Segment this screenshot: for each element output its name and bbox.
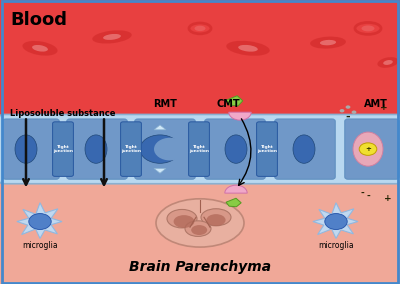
Circle shape [140,135,180,163]
Ellipse shape [103,34,121,40]
Text: RMT: RMT [153,99,177,109]
Polygon shape [0,0,400,159]
Ellipse shape [353,132,383,166]
Circle shape [340,109,344,112]
Ellipse shape [22,41,58,56]
Ellipse shape [185,221,211,236]
Ellipse shape [32,45,48,52]
FancyBboxPatch shape [135,119,195,179]
Text: CMT: CMT [216,99,240,109]
Text: +: + [365,146,371,152]
FancyBboxPatch shape [345,119,399,179]
Wedge shape [229,112,251,120]
Ellipse shape [225,135,247,163]
Ellipse shape [226,41,270,56]
Text: Tight
junction: Tight junction [53,145,73,153]
FancyBboxPatch shape [257,122,278,176]
Text: -: - [346,111,350,122]
Ellipse shape [85,135,107,163]
Ellipse shape [201,209,231,226]
Polygon shape [0,159,400,284]
FancyBboxPatch shape [0,114,400,184]
FancyBboxPatch shape [205,119,265,179]
Polygon shape [17,203,62,238]
Circle shape [359,143,377,155]
Text: Brain Parenchyma: Brain Parenchyma [129,260,271,274]
Ellipse shape [206,214,226,226]
Ellipse shape [194,26,206,31]
Circle shape [154,138,186,160]
Polygon shape [154,168,166,173]
Polygon shape [154,125,166,130]
Text: Tight
junction: Tight junction [257,145,277,153]
Text: +: + [384,194,392,203]
Text: Blood: Blood [10,11,67,29]
Circle shape [352,110,356,114]
Ellipse shape [15,135,37,163]
Wedge shape [225,185,247,193]
Text: Tight
junction: Tight junction [121,145,141,153]
Text: microglia: microglia [318,241,354,250]
Ellipse shape [156,199,244,247]
Text: +: + [380,103,388,112]
FancyBboxPatch shape [275,119,335,179]
FancyBboxPatch shape [53,122,74,176]
Text: -: - [366,191,370,201]
Ellipse shape [167,209,197,228]
Circle shape [346,105,350,109]
Circle shape [29,214,51,229]
Ellipse shape [191,225,207,235]
Ellipse shape [362,26,374,32]
Text: -: - [360,189,364,198]
Ellipse shape [238,45,258,52]
Ellipse shape [320,40,336,45]
Text: Tight
junction: Tight junction [189,145,209,153]
Ellipse shape [377,57,399,68]
FancyBboxPatch shape [121,122,142,176]
Ellipse shape [92,30,132,43]
Polygon shape [226,198,241,207]
Ellipse shape [383,60,393,65]
Ellipse shape [310,37,346,49]
FancyBboxPatch shape [3,119,59,179]
Text: AMT: AMT [364,99,388,109]
Ellipse shape [293,135,315,163]
FancyBboxPatch shape [189,122,210,176]
Polygon shape [226,96,243,106]
Polygon shape [313,203,358,238]
Text: microglia: microglia [22,241,58,250]
FancyBboxPatch shape [67,119,127,179]
Circle shape [325,214,347,229]
Text: Liposoluble substance: Liposoluble substance [10,109,116,118]
Ellipse shape [174,215,194,228]
